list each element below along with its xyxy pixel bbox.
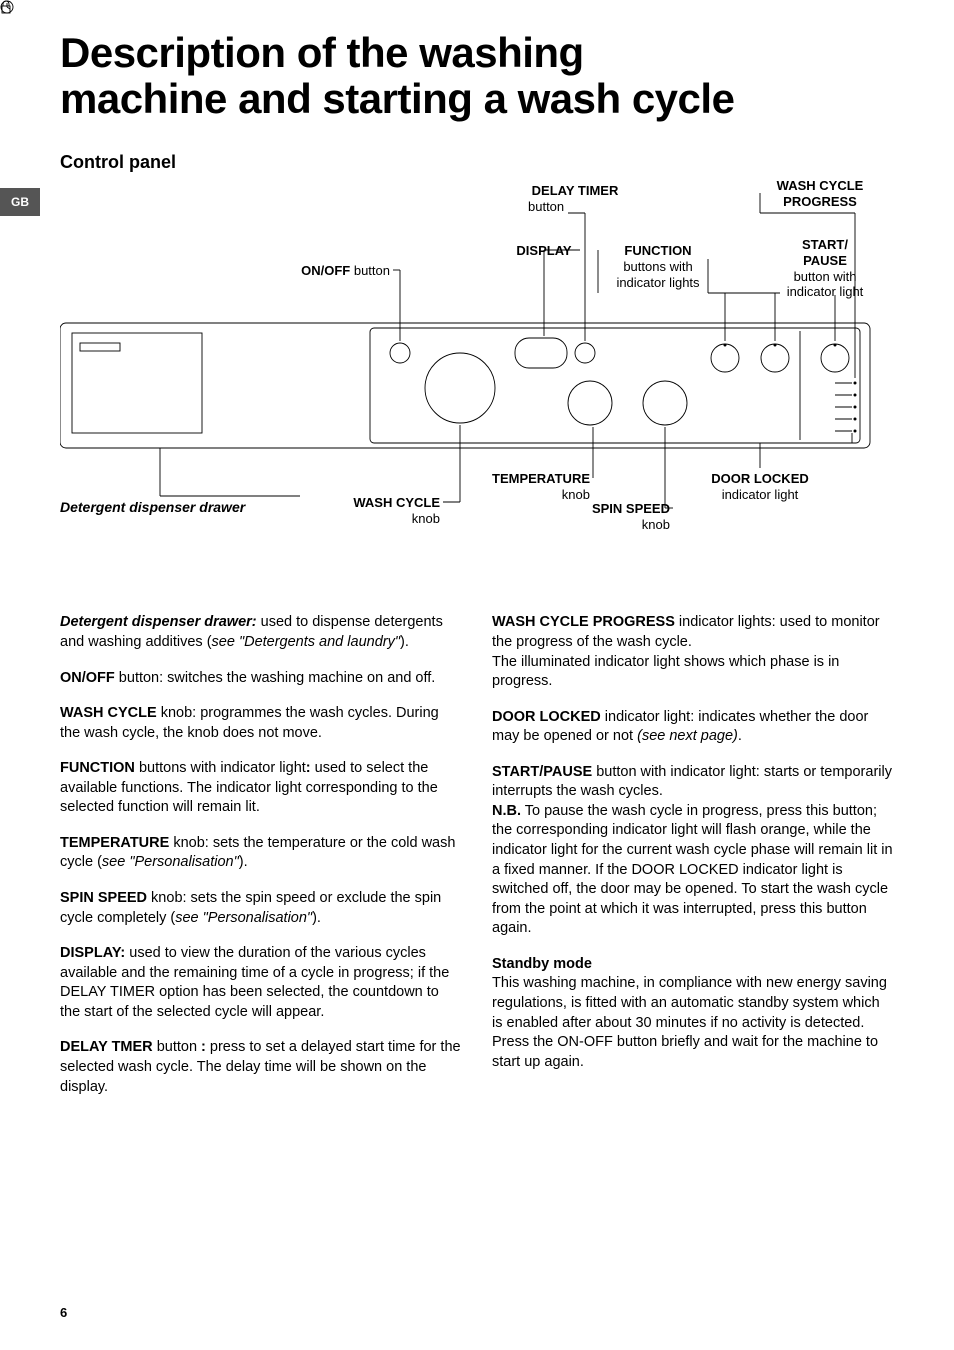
p-display-bold: DISPLAY: — [60, 945, 125, 961]
p-washcycle: WASH CYCLE knob: programmes the wash cyc… — [60, 704, 462, 743]
p-temperature: TEMPERATURE knob: sets the temperature o… — [60, 834, 462, 873]
section-heading: Control panel — [60, 152, 894, 173]
lock-icon — [0, 0, 12, 14]
p-startpause: START/PAUSE button with indicator light:… — [492, 763, 894, 939]
control-panel-diagram: ON/OFF button DELAY TIMER button DISPLAY… — [60, 183, 890, 553]
p-onoff-txt: button: switches the washing machine on … — [115, 670, 436, 686]
left-column: Detergent dispenser drawer: used to disp… — [60, 613, 462, 1113]
p-detergent-ital: see "Detergents and laundry" — [212, 634, 400, 650]
p-sp-nb: N.B. — [492, 803, 521, 819]
p-temp-end: ). — [239, 854, 248, 870]
body-text: Detergent dispenser drawer: used to disp… — [60, 613, 894, 1113]
page-number: 6 — [60, 1305, 67, 1320]
p-onoff: ON/OFF button: switches the washing mach… — [60, 669, 462, 689]
p-delay-mid: button — [153, 1039, 201, 1055]
p-spin-end: ). — [312, 910, 321, 926]
p-doorlocked: DOOR LOCKED indicator light: indicates w… — [492, 708, 894, 747]
p-delay: DELAY TMER button : press to set a delay… — [60, 1038, 462, 1097]
p-function: FUNCTION buttons with indicator light: u… — [60, 759, 462, 818]
title-line-1: Description of the washing — [60, 29, 584, 76]
page-title: Description of the washing machine and s… — [60, 30, 894, 122]
p-progress-txt2: The illuminated indicator light shows wh… — [492, 654, 839, 690]
p-function-bold: FUNCTION — [60, 760, 135, 776]
p-standby: Standby mode This washing machine, in co… — [492, 955, 894, 1072]
p-progress: WASH CYCLE PROGRESS indicator lights: us… — [492, 613, 894, 691]
p-spin-bold: SPIN SPEED — [60, 890, 147, 906]
p-display: DISPLAY: used to view the duration of th… — [60, 944, 462, 1022]
p-progress-bold: WASH CYCLE PROGRESS — [492, 614, 675, 630]
p-sp-bold: START/PAUSE — [492, 764, 592, 780]
p-temp-bold: TEMPERATURE — [60, 835, 169, 851]
p-detergent-bold: Detergent dispenser drawer: — [60, 614, 257, 630]
p-door-ital: (see next page) — [637, 728, 738, 744]
p-delay-bold: DELAY TMER — [60, 1039, 153, 1055]
p-temp-ital: see "Personalisation" — [102, 854, 239, 870]
language-tab: GB — [0, 188, 40, 216]
p-function-txt1: buttons with indicator light — [135, 760, 306, 776]
p-detergent: Detergent dispenser drawer: used to disp… — [60, 613, 462, 652]
p-spinspeed: SPIN SPEED knob: sets the spin speed or … — [60, 889, 462, 928]
diagram-svg — [60, 183, 890, 553]
p-standby-txt: This washing machine, in compliance with… — [492, 975, 887, 1069]
p-door-bold: DOOR LOCKED — [492, 709, 601, 725]
title-line-2: machine and starting a wash cycle — [60, 75, 734, 122]
right-column: WASH CYCLE PROGRESS indicator lights: us… — [492, 613, 894, 1113]
p-washcycle-bold: WASH CYCLE — [60, 705, 157, 721]
p-door-end: . — [738, 728, 742, 744]
p-onoff-bold: ON/OFF — [60, 670, 115, 686]
p-spin-ital: see "Personalisation" — [175, 910, 312, 926]
p-detergent-end: ). — [400, 634, 409, 650]
p-standby-head: Standby mode — [492, 955, 894, 975]
